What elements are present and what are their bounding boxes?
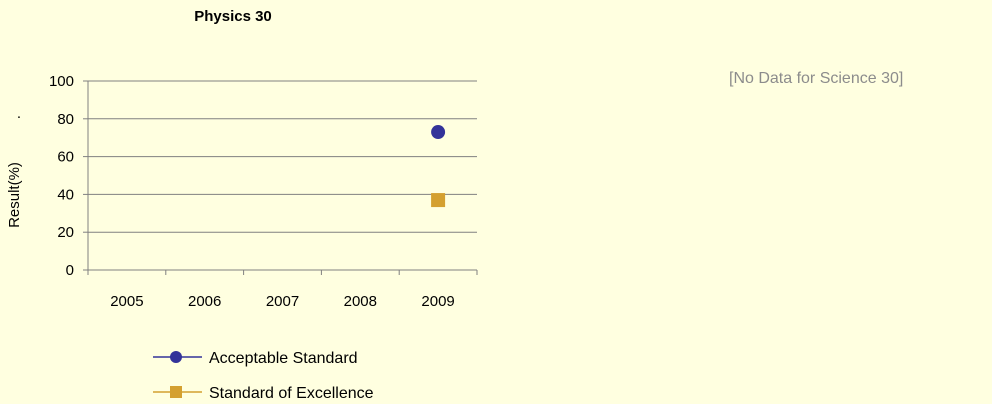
legend-marker-excellence (170, 386, 182, 398)
data-point-acceptable (431, 125, 446, 140)
legend-marker-acceptable (170, 351, 182, 363)
no-data-note: [No Data for Science 30] (729, 70, 904, 87)
gridlines (88, 80, 477, 233)
x-tick-label: 2006 (188, 293, 221, 310)
y-axis-label-mark: . (17, 105, 21, 122)
legend-label-excellence: Standard of Excellence (209, 385, 374, 402)
y-tick-label: 0 (66, 262, 74, 279)
x-tick-label: 2009 (421, 293, 454, 310)
x-tick-label: 2008 (344, 293, 377, 310)
axes (83, 80, 478, 275)
y-tick-label: 60 (57, 149, 74, 166)
y-tick-label: 80 (57, 111, 74, 128)
y-tick-label: 20 (57, 224, 74, 241)
y-tick-label: 40 (57, 186, 74, 203)
data-points (431, 125, 446, 208)
data-point-excellence (431, 193, 446, 208)
legend: Acceptable Standard Standard of Excellenc… (153, 350, 374, 402)
legend-label-acceptable: Acceptable Standard (209, 350, 358, 367)
y-axis-label: Result(%) (6, 162, 23, 228)
tick-labels: 0 20 40 60 80 100 2005 2006 2007 2008 2009 (49, 73, 455, 310)
y-tick-label: 100 (49, 73, 74, 90)
x-tick-label: 2005 (110, 293, 143, 310)
x-tick-label: 2007 (266, 293, 299, 310)
chart-title: Physics 30 (194, 8, 272, 25)
